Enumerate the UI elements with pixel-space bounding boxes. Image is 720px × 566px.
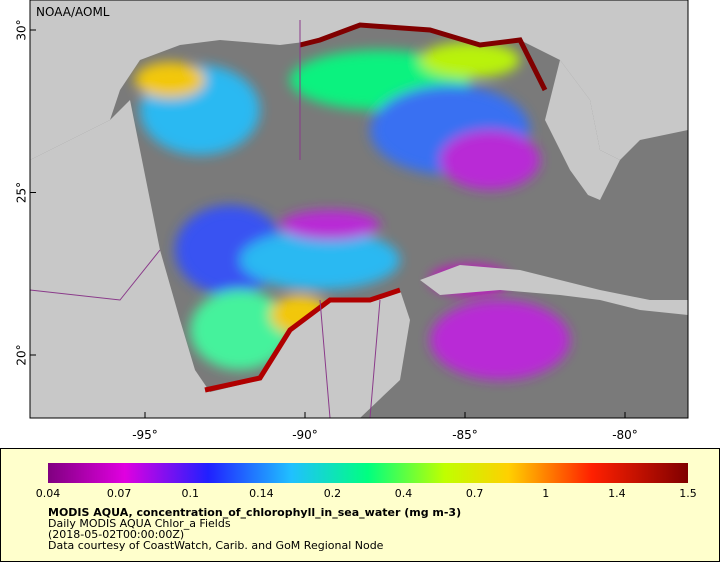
lon-label: -90° (292, 428, 318, 442)
lat-label: 20° (15, 344, 29, 365)
coastal-bloom (299, 22, 548, 92)
land-mexico (30, 100, 410, 418)
land-north (30, 0, 688, 160)
map-frame (29, 0, 689, 419)
lat-label: 30° (15, 19, 29, 40)
colorbar-tick-label: 0.1 (181, 487, 199, 500)
legend-line: Daily MODIS AQUA Chlor_a Fields (48, 517, 231, 530)
land-cuba (420, 265, 688, 315)
legend-line: (2018-05-02T00:00:00Z) (48, 528, 184, 541)
colorbar-tick-label: 0.7 (466, 487, 484, 500)
colorbar-tick-label: 1 (542, 487, 549, 500)
colorbar-tick-label: 0.2 (324, 487, 342, 500)
border-line (30, 20, 381, 418)
colorbar-tick-label: 0.14 (249, 487, 274, 500)
legend-line: Data courtesy of CoastWatch, Carib. and … (48, 539, 384, 552)
colorbar-tick-label: 0.07 (107, 487, 132, 500)
colorbar-ticks: 0.04 0.07 0.1 0.14 0.2 0.4 0.7 1 1.4 1.5 (36, 487, 697, 500)
lat-label: 25° (15, 182, 29, 203)
legend-title: MODIS AQUA, concentration_of_chlorophyll… (48, 506, 461, 519)
colorbar-tick-label: 0.04 (36, 487, 61, 500)
lon-labels: -95° -90° -85° -80° (132, 412, 638, 442)
land-florida (545, 60, 620, 200)
map: NOAA/AOML (30, 0, 688, 418)
colorbar (48, 463, 688, 483)
lon-label: -95° (132, 428, 158, 442)
credit: NOAA/AOML (36, 5, 110, 19)
coastal-bloom (204, 287, 401, 393)
colorbar-tick-label: 0.4 (395, 487, 413, 500)
lat-labels: 30° 25° 20° (15, 19, 36, 366)
colorbar-tick-label: 1.4 (608, 487, 626, 500)
lon-label: -80° (612, 428, 638, 442)
lon-label: -85° (452, 428, 478, 442)
colorbar-tick-label: 1.5 (679, 487, 697, 500)
